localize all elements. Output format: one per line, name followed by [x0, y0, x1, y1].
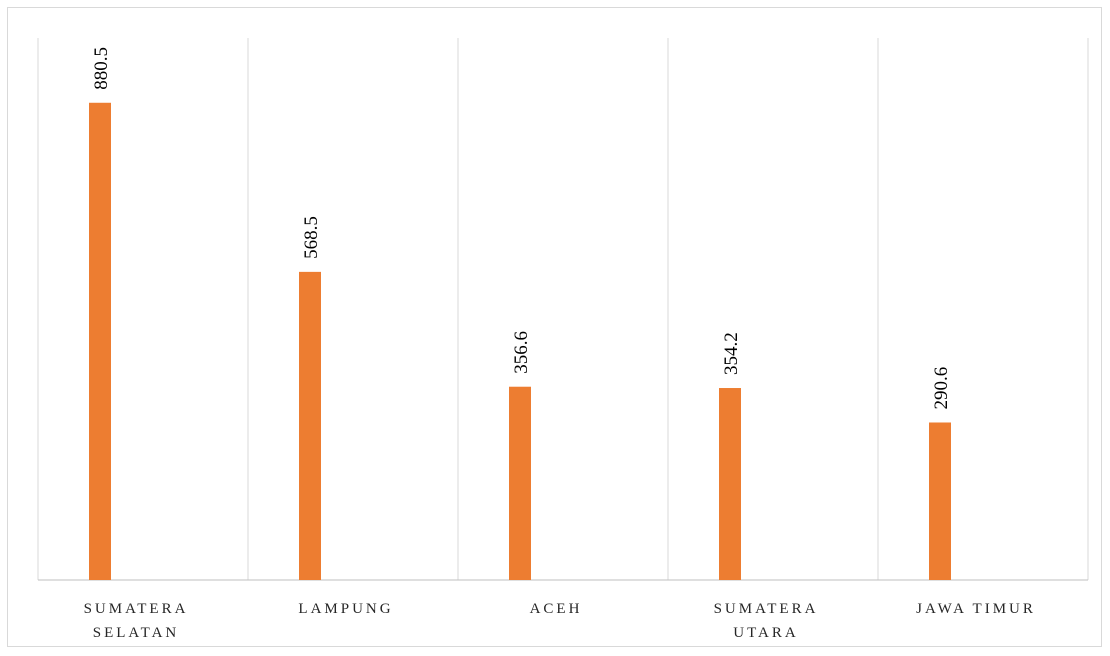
bars: [89, 102, 951, 581]
bar: [509, 386, 531, 580]
value-label: 356.6: [511, 331, 532, 374]
category-label: LAMPUNG: [298, 601, 393, 617]
category-labels: SUMATERA SELATAN LAMPUNG ACEH SUMATERA UTARA J…: [84, 601, 1036, 641]
bar: [719, 388, 741, 580]
category-label: ACEH: [530, 601, 583, 617]
category-label: UTARA: [733, 625, 798, 641]
category-label: JAWA TIMUR: [916, 601, 1036, 617]
value-label: 290.6: [931, 367, 952, 410]
value-labels: 880.5 568.5 356.6 354.2 290.6: [91, 47, 952, 409]
category-label: SUMATERA: [714, 601, 819, 617]
bar: [89, 102, 111, 581]
bar: [299, 271, 321, 580]
gridlines: [37, 38, 1089, 580]
category-label: SUMATERA: [84, 601, 189, 617]
bar: [929, 422, 951, 580]
category-label: SELATAN: [93, 625, 179, 641]
value-label: 880.5: [91, 47, 112, 90]
value-label: 568.5: [301, 216, 322, 259]
value-label: 354.2: [721, 332, 742, 375]
chart-frame: [7, 7, 1102, 647]
